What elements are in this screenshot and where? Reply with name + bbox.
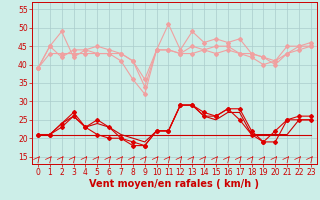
X-axis label: Vent moyen/en rafales ( km/h ): Vent moyen/en rafales ( km/h ) (89, 179, 260, 189)
